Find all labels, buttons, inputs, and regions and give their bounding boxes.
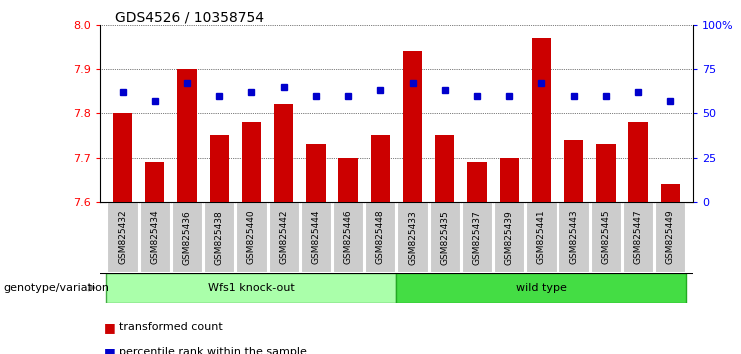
Bar [107,202,138,272]
Text: GSM825443: GSM825443 [569,210,578,264]
Bar [210,136,229,202]
Text: GSM825440: GSM825440 [247,210,256,264]
Text: GSM825449: GSM825449 [665,210,675,264]
Text: GSM825434: GSM825434 [150,210,159,264]
Text: genotype/variation: genotype/variation [4,282,110,293]
Bar [435,136,454,202]
Bar [333,202,363,272]
Bar [468,162,487,202]
Text: GSM825432: GSM825432 [118,210,127,264]
Bar [564,140,583,202]
Bar [139,202,170,272]
Bar [597,144,616,202]
Bar [661,184,680,202]
Bar [397,202,428,272]
Bar [430,202,460,272]
Text: GSM825433: GSM825433 [408,210,417,264]
Bar [365,202,396,272]
Bar [655,202,685,272]
Bar [462,202,492,272]
Bar [301,202,331,272]
Bar [532,38,551,202]
Text: GSM825435: GSM825435 [440,210,449,264]
Text: GSM825446: GSM825446 [344,210,353,264]
Bar [339,158,358,202]
Bar [306,144,325,202]
Text: GSM825448: GSM825448 [376,210,385,264]
Text: GSM825439: GSM825439 [505,210,514,264]
Text: transformed count: transformed count [119,322,222,332]
Bar [172,202,202,272]
Text: GSM825436: GSM825436 [182,210,191,264]
Bar [370,136,390,202]
Bar [113,113,132,202]
Text: GSM825438: GSM825438 [215,210,224,264]
Bar [107,273,396,303]
Text: GSM825437: GSM825437 [473,210,482,264]
Bar [499,158,519,202]
Bar [628,122,648,202]
Text: wild type: wild type [516,282,567,293]
Bar [559,202,589,272]
Text: Wfs1 knock-out: Wfs1 knock-out [208,282,295,293]
Bar [236,202,267,272]
Bar [591,202,621,272]
Text: ■: ■ [104,321,116,334]
Text: GSM825441: GSM825441 [537,210,546,264]
Text: ■: ■ [104,346,116,354]
Text: percentile rank within the sample: percentile rank within the sample [119,347,307,354]
Text: GDS4526 / 10358754: GDS4526 / 10358754 [115,11,264,25]
Bar [623,202,654,272]
Bar [494,202,525,272]
Text: GSM825442: GSM825442 [279,210,288,264]
Text: GSM825447: GSM825447 [634,210,642,264]
Bar [204,202,234,272]
Bar [145,162,165,202]
Text: GSM825444: GSM825444 [311,210,320,264]
Bar [177,69,196,202]
Bar [403,51,422,202]
Text: GSM825445: GSM825445 [602,210,611,264]
Bar [242,122,261,202]
Bar [396,273,686,303]
Bar [268,202,299,272]
Bar [274,104,293,202]
Bar [526,202,556,272]
